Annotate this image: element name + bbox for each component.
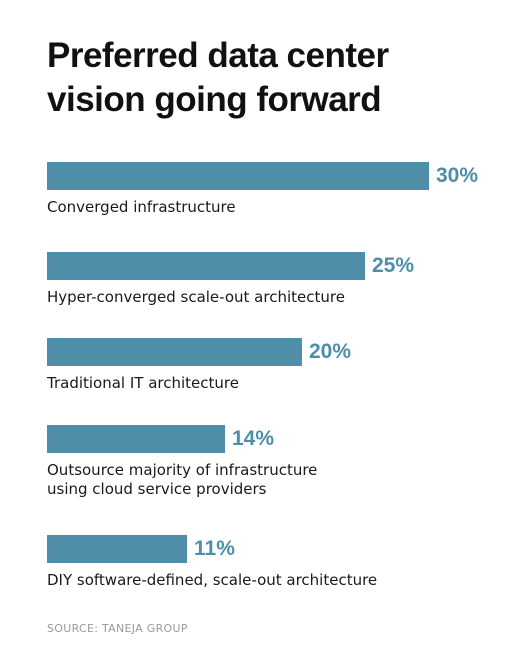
bar-value-label-3: 20% <box>309 340 352 363</box>
chart-title-line-1: Preferred data center <box>47 36 389 75</box>
bar-3 <box>47 338 302 366</box>
bar-value-label-5: 11% <box>194 537 235 560</box>
source-note: SOURCE: TANEJA GROUP <box>47 622 188 635</box>
bar-value-label-2: 25% <box>372 254 415 277</box>
category-label-4-line-2: using cloud service providers <box>47 480 267 498</box>
bar-5 <box>47 535 187 563</box>
category-label-5-line-1: DIY software-defined, scale-out architec… <box>47 571 378 589</box>
bar-4 <box>47 425 225 453</box>
chart-title: Preferred data center vision going forwa… <box>47 34 487 122</box>
category-label-1-line-1: Converged infrastructure <box>47 198 236 216</box>
category-label-3-line-1: Traditional IT architecture <box>47 374 239 392</box>
bar-2 <box>47 252 365 280</box>
category-label-1: Converged infrastructure <box>47 198 487 217</box>
category-label-2-line-1: Hyper-converged scale-out architecture <box>47 288 345 306</box>
category-label-2: Hyper-converged scale-out architecture <box>47 288 487 307</box>
bar-value-label-1: 30% <box>436 164 479 187</box>
category-label-4-line-1: Outsource majority of infrastructure <box>47 461 318 479</box>
category-label-5: DIY software-defined, scale-out architec… <box>47 571 487 590</box>
chart-title-line-2: vision going forward <box>47 80 382 119</box>
bar-1 <box>47 162 429 190</box>
category-label-3: Traditional IT architecture <box>47 374 487 393</box>
category-label-4: Outsource majority of infrastructure usin… <box>47 461 487 499</box>
bar-value-label-4: 14% <box>232 427 275 450</box>
